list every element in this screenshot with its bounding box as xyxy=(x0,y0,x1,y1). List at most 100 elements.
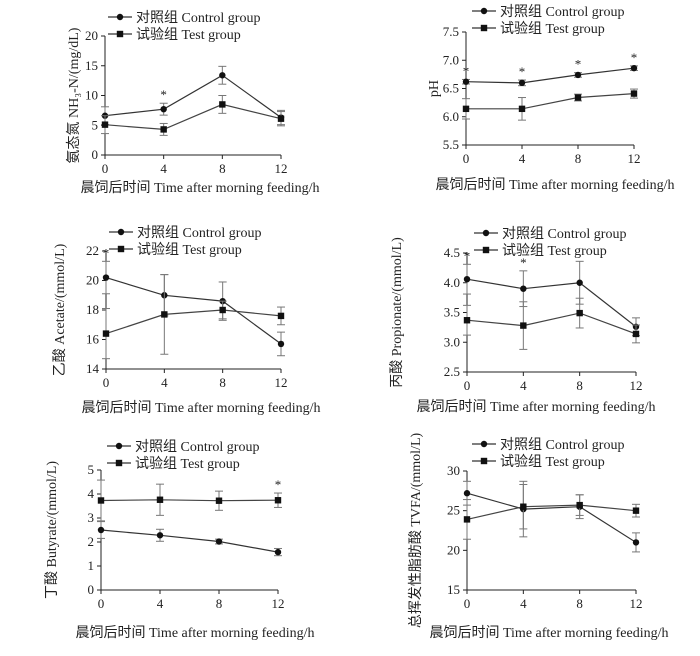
series-line-2 xyxy=(100,499,279,502)
series-line-1 xyxy=(100,529,279,553)
legend-label: 对照组 Control group xyxy=(500,4,624,20)
y-axis-title: 乙酸 Acetate/(mmol/L) xyxy=(52,243,68,376)
significance-marker: * xyxy=(103,245,110,260)
legend-marker-square xyxy=(116,30,124,38)
x-tick-label: 12 xyxy=(630,378,643,393)
series-line-1 xyxy=(466,278,637,328)
x-tick-label: 4 xyxy=(520,378,527,393)
series-line-2 xyxy=(466,93,635,110)
data-point-circle xyxy=(156,532,164,539)
data-point-square xyxy=(576,309,583,317)
legend-marker-circle xyxy=(480,440,488,448)
data-point-square xyxy=(277,115,285,122)
data-point-square xyxy=(574,94,582,101)
x-tick-label: 8 xyxy=(219,375,226,390)
y-tick-label: 6.0 xyxy=(443,109,459,124)
data-point-square xyxy=(160,126,167,133)
data-point-square xyxy=(520,322,527,329)
y-tick-label: 6.5 xyxy=(443,81,459,96)
data-point-circle xyxy=(520,285,527,292)
x-tick-label: 4 xyxy=(160,161,167,176)
y-tick-label: 3.5 xyxy=(444,305,460,320)
legend-label: 对照组 Control group xyxy=(500,437,624,453)
legend-label: 试验组 Test group xyxy=(135,456,240,472)
x-tick-label: 4 xyxy=(519,151,526,166)
y-tick-label: 0 xyxy=(92,147,99,162)
y-tick-label: 10 xyxy=(85,88,98,103)
x-tick-label: 0 xyxy=(463,151,470,166)
y-tick-label: 15 xyxy=(447,582,460,597)
x-tick-label: 8 xyxy=(219,161,226,176)
y-tick-label: 3 xyxy=(88,510,95,525)
x-axis-title: 晨饲后时间 Time after morning feeding/h xyxy=(435,177,674,193)
x-tick-label: 12 xyxy=(275,375,288,390)
data-point-circle xyxy=(574,71,582,79)
series-line-2 xyxy=(105,309,282,335)
y-tick-label: 5 xyxy=(92,117,99,132)
x-tick-label: 4 xyxy=(520,596,527,611)
series-line-2 xyxy=(104,103,282,131)
legend-marker-circle xyxy=(116,13,124,21)
y-tick-label: 7.5 xyxy=(443,24,459,39)
data-point-circle xyxy=(102,274,110,281)
legend-marker-circle xyxy=(117,228,125,236)
data-point-square xyxy=(215,497,223,504)
y-tick-label: 15 xyxy=(85,58,98,73)
legend-marker-square xyxy=(480,457,488,465)
data-point-square xyxy=(156,496,164,503)
legend-marker-circle xyxy=(115,442,123,450)
significance-marker: * xyxy=(519,64,526,79)
legend-marker-square xyxy=(480,24,488,32)
data-point-square xyxy=(277,312,285,320)
data-point-square xyxy=(632,507,640,514)
data-point-circle xyxy=(277,340,285,348)
x-tick-label: 12 xyxy=(630,596,643,611)
legend-label: 对照组 Control group xyxy=(137,225,261,241)
legend-label: 对照组 Control group xyxy=(502,226,626,242)
data-point-square xyxy=(463,317,471,324)
x-tick-label: 4 xyxy=(161,375,168,390)
legend-label: 试验组 Test group xyxy=(500,21,605,37)
legend-label: 试验组 Test group xyxy=(500,454,605,470)
x-tick-label: 12 xyxy=(275,161,288,176)
data-point-circle xyxy=(219,72,226,79)
x-tick-label: 4 xyxy=(157,596,164,611)
legend-label: 试验组 Test group xyxy=(137,242,242,258)
series-line-1 xyxy=(466,492,637,543)
x-tick-label: 0 xyxy=(98,596,105,611)
data-point-circle xyxy=(274,548,282,556)
significance-marker: * xyxy=(520,255,527,270)
significance-marker: * xyxy=(160,87,167,102)
data-point-circle xyxy=(215,538,223,545)
legend-marker-circle xyxy=(482,229,490,237)
y-tick-label: 14 xyxy=(86,361,100,376)
x-tick-label: 0 xyxy=(103,375,110,390)
data-point-circle xyxy=(97,526,105,534)
data-point-square xyxy=(463,516,471,523)
y-tick-label: 20 xyxy=(447,542,460,557)
legend-marker-square xyxy=(115,459,123,467)
series-line-2 xyxy=(466,312,637,335)
x-tick-label: 0 xyxy=(464,596,471,611)
y-tick-label: 2.5 xyxy=(444,364,460,379)
significance-marker: * xyxy=(631,50,638,65)
series-line-2 xyxy=(466,504,637,520)
y-tick-label: 4.0 xyxy=(444,275,460,290)
data-point-square xyxy=(462,105,470,113)
data-point-square xyxy=(518,105,526,113)
series-line-1 xyxy=(104,74,282,118)
data-point-square xyxy=(576,501,583,509)
y-tick-label: 18 xyxy=(86,302,99,317)
series-line-1 xyxy=(465,67,635,84)
data-point-circle xyxy=(463,490,471,497)
x-tick-label: 12 xyxy=(272,596,285,611)
data-point-square xyxy=(161,311,168,318)
y-tick-label: 4.5 xyxy=(444,245,460,260)
significance-marker: * xyxy=(463,63,470,78)
chart-panel-3: 14 16 18 20 22 0 4 8 12 晨饲后时间 Time after morning … xyxy=(52,225,321,416)
data-point-square xyxy=(632,330,640,338)
y-tick-label: 20 xyxy=(86,273,99,288)
data-point-circle xyxy=(462,78,470,85)
legend-label: 对照组 Control group xyxy=(135,439,259,455)
data-point-square xyxy=(520,503,527,510)
